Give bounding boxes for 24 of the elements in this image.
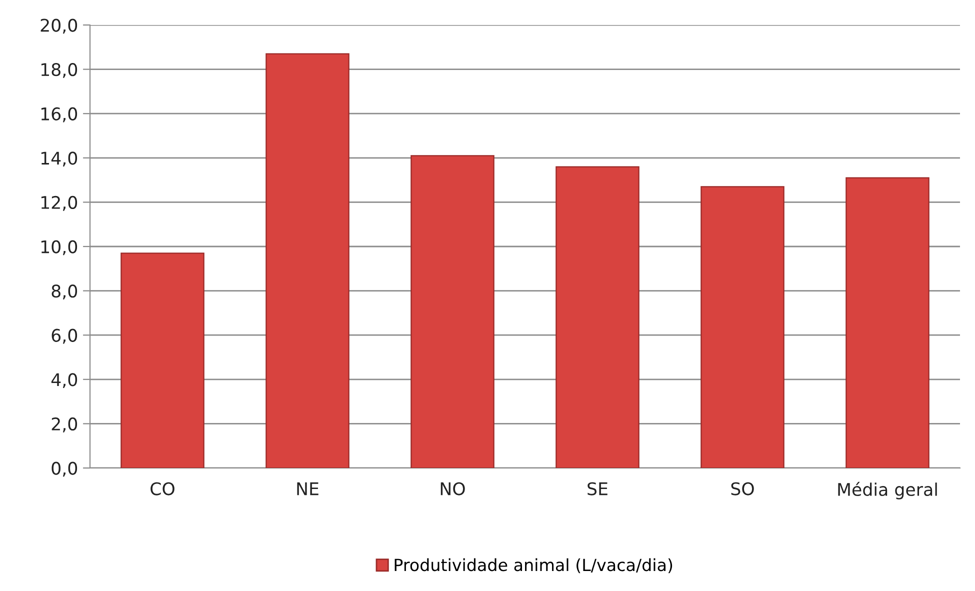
y-tick-label: 14,0: [41, 152, 78, 167]
y-tick-label: 18,0: [41, 63, 78, 78]
bar: [410, 155, 494, 468]
bar: [266, 53, 350, 468]
legend-label: Produtividade animal (L/vaca/dia): [394, 558, 672, 574]
bar: [120, 252, 204, 468]
bar: [846, 177, 930, 468]
x-tick-label: CO: [150, 482, 174, 496]
y-tick-label: 16,0: [41, 107, 78, 122]
bar: [556, 166, 640, 468]
x-tick-label: SO: [731, 482, 754, 496]
y-tick-label: 2,0: [52, 417, 78, 432]
x-tick-label: NE: [297, 482, 318, 496]
y-tick-label: 4,0: [51, 373, 78, 388]
x-tick-label: Média geral: [838, 482, 937, 500]
y-tick-label: 10,0: [41, 240, 78, 256]
y-tick-label: 6,0: [52, 328, 78, 344]
x-tick-label: SE: [588, 482, 608, 496]
y-tick-label: 8,0: [52, 284, 78, 300]
y-tick-label: 12,0: [41, 196, 78, 211]
bar: [700, 186, 784, 468]
y-tick-label: 0,0: [52, 462, 78, 477]
x-tick-label: NO: [440, 482, 465, 496]
y-tick-label: 20,0: [40, 18, 78, 34]
